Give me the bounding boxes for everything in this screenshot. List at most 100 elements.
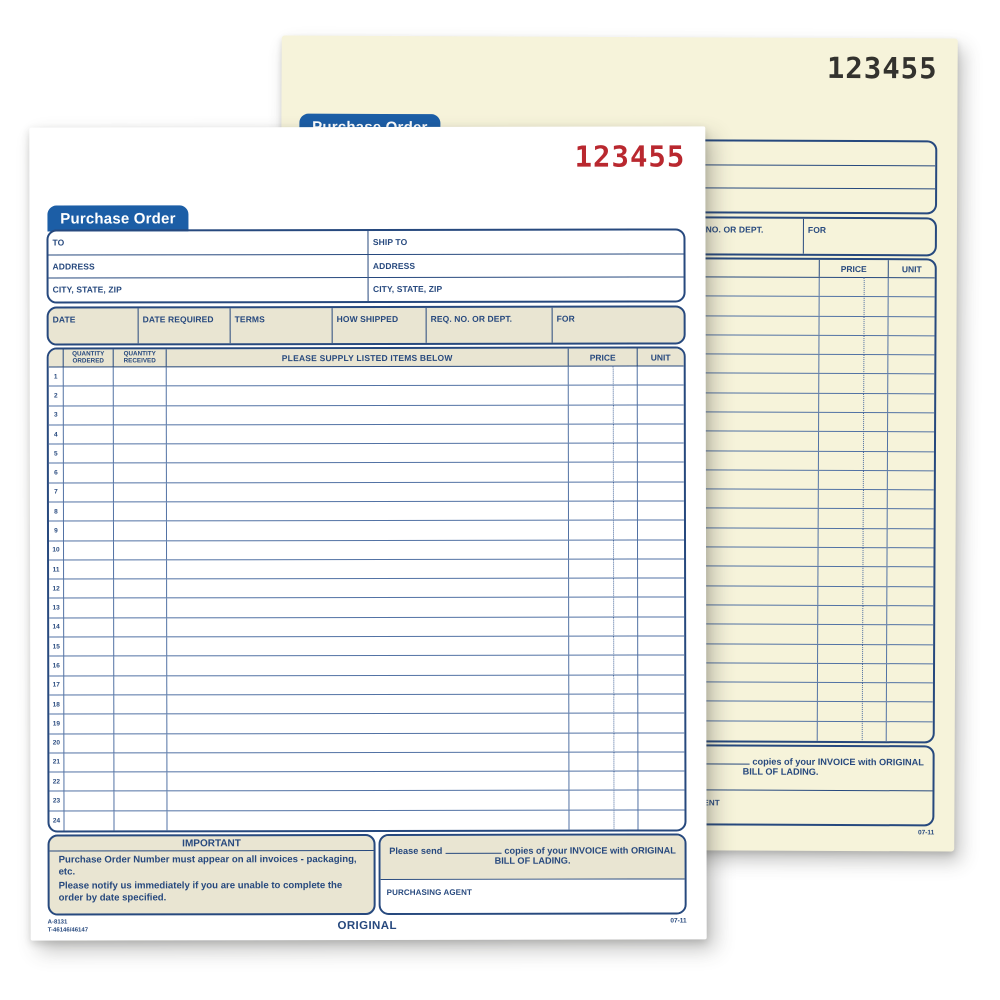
how-shipped-label: HOW SHIPPED (336, 313, 399, 325)
item-description-cell (167, 694, 570, 714)
unit-cell (888, 471, 934, 489)
table-row: 3 (48, 405, 684, 426)
quantity-ordered-cell (63, 425, 114, 444)
row-number: 15 (49, 637, 65, 656)
address-section: TO ADDRESS CITY, STATE, ZIP SHIP TO ADDR… (46, 228, 686, 304)
unit-cell (638, 733, 684, 751)
table-row: 23 (49, 790, 685, 812)
unit-cell (887, 645, 933, 663)
unit-cell (888, 336, 934, 354)
item-description-cell (166, 482, 569, 502)
price-cell (818, 490, 888, 509)
item-description-cell (166, 463, 569, 483)
unit-cell (888, 510, 934, 528)
price-cell (568, 462, 638, 482)
unit-cell (638, 791, 684, 809)
table-row: 12 (49, 578, 685, 600)
row-number: 20 (49, 734, 65, 753)
price-cell (569, 559, 639, 578)
price-cell (568, 366, 638, 385)
quantity-received-cell (114, 540, 168, 560)
unit-cell (888, 433, 934, 451)
city-state-zip-label: CITY, STATE, ZIP (52, 284, 122, 295)
table-row: 7 (48, 482, 684, 503)
price-cell (569, 713, 639, 733)
price-cell (569, 752, 639, 771)
unit-header: UNIT (650, 351, 671, 363)
unit-cell (888, 529, 934, 547)
quantity-received-cell (113, 502, 167, 521)
quantity-received-cell (113, 444, 167, 463)
price-cell (818, 547, 888, 567)
purchasing-agent-label: PURCHASING AGENT (386, 887, 472, 897)
quantity-received-cell (113, 405, 167, 425)
ship-to-label: SHIP TO (372, 236, 408, 247)
price-cell (569, 636, 639, 656)
quantity-ordered-cell (64, 753, 115, 772)
row-number: 19 (49, 714, 65, 734)
table-row: 14 (49, 617, 685, 638)
for-field: FOR (804, 219, 935, 255)
invoice-instruction-suffix: copies of your INVOICE with ORIGINAL BIL… (494, 845, 676, 866)
item-description-cell (167, 791, 570, 811)
price-cell (568, 405, 638, 424)
table-row: 8 (48, 501, 684, 522)
item-description-cell (166, 405, 569, 425)
table-row: 6 (48, 462, 684, 484)
quantity-ordered-cell (64, 676, 115, 695)
line-items-table: QUANTITY ORDERED QUANTITY RECEIVED PLEAS… (46, 346, 687, 833)
row-number: 5 (48, 444, 64, 464)
unit-cell (638, 656, 684, 674)
important-notes-box: IMPORTANT Purchase Order Number must app… (47, 833, 376, 916)
quantity-received-cell (114, 714, 168, 733)
quantity-ordered-cell (64, 733, 115, 753)
quantity-ordered-cell (63, 463, 114, 483)
item-description-cell (167, 598, 570, 618)
price-cell (569, 578, 639, 598)
ship-address-field: ADDRESS (368, 254, 684, 279)
price-cell (568, 443, 638, 463)
price-cell (569, 694, 639, 713)
quantity-ordered-cell (64, 811, 115, 831)
invoice-instruction-suffix: copies of your INVOICE with ORIGINAL BIL… (742, 756, 924, 777)
unit-cell (889, 278, 935, 296)
quantity-ordered-cell (63, 521, 115, 541)
important-title: IMPORTANT (182, 838, 241, 850)
price-cell (818, 528, 888, 548)
unit-cell (638, 540, 684, 558)
invoice-agent-box: Please send copies of your INVOICE with O… (378, 833, 687, 915)
row-number: 9 (48, 521, 65, 541)
quantity-received-cell (114, 560, 168, 579)
table-row: 2 (48, 385, 684, 407)
quantity-received-cell (114, 772, 168, 791)
row-number: 11 (49, 560, 65, 579)
revision-code: 07-11 (670, 917, 687, 925)
quantity-received-cell (114, 637, 168, 656)
unit-cell (638, 405, 684, 423)
price-cell (817, 702, 887, 721)
item-description-cell (166, 443, 569, 463)
table-row: 21 (49, 752, 685, 773)
unit-cell (638, 559, 684, 577)
price-cell (818, 644, 888, 664)
table-row: 22 (49, 771, 685, 792)
item-description-cell (166, 424, 569, 444)
quantity-ordered-cell (64, 791, 115, 811)
quantity-ordered-cell (64, 772, 115, 791)
price-cell (818, 586, 888, 606)
unit-cell (638, 637, 684, 655)
item-description-cell (167, 656, 570, 676)
row-number-column-header (48, 349, 64, 367)
unit-cell (887, 606, 933, 624)
price-cell (818, 432, 889, 451)
to-field: TO (48, 230, 368, 256)
date-label: DATE (52, 314, 76, 325)
unit-cell (638, 694, 684, 712)
price-cell (569, 790, 639, 810)
quantity-received-cell (114, 753, 168, 772)
quantity-ordered-cell (63, 386, 114, 406)
order-info-row: DATE DATE REQUIRED TERMS HOW SHIPPED REQ… (46, 305, 686, 346)
row-number: 17 (49, 676, 65, 695)
table-header-row: QUANTITY ORDERED QUANTITY RECEIVED PLEAS… (48, 348, 684, 368)
unit-cell (889, 297, 935, 315)
